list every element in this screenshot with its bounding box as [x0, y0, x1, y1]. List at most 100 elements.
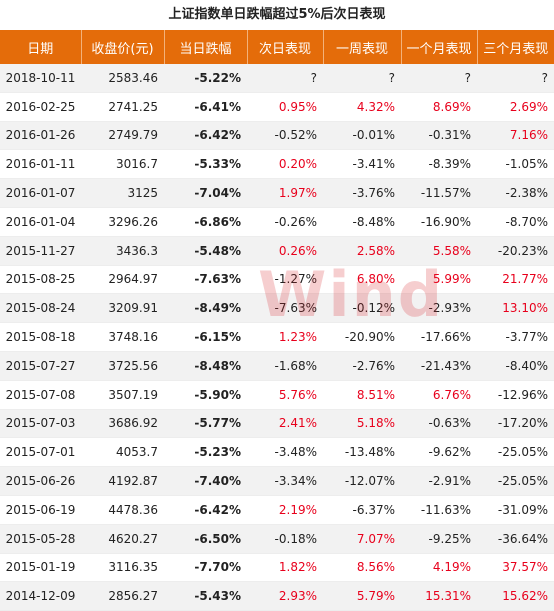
next-day-cell: -0.52% [247, 121, 323, 151]
column-header-one-week: 一周表现 [323, 30, 402, 64]
one-week-cell: -0.12% [323, 293, 401, 324]
one-week-cell: 8.51% [323, 380, 401, 410]
next-day-cell: -0.18% [247, 524, 323, 554]
data-table: 日期 收盘价(元) 当日跌幅 次日表现 一周表现 一个月表现 三个月表现 201… [0, 30, 554, 611]
one-month-cell: -21.43% [401, 351, 477, 381]
day-drop-cell: -5.23% [164, 437, 247, 468]
close-cell: 3507.19 [81, 380, 164, 410]
day-drop-cell: -7.04% [164, 178, 247, 208]
next-day-cell: 1.23% [247, 322, 323, 352]
one-week-cell: 5.18% [323, 409, 401, 439]
day-drop-cell: -8.48% [164, 351, 247, 381]
three-months-cell: -3.77% [477, 322, 554, 352]
date-cell: 2015-07-27 [0, 351, 81, 381]
date-cell: 2015-08-25 [0, 265, 81, 295]
header-row: 日期 收盘价(元) 当日跌幅 次日表现 一周表现 一个月表现 三个月表现 [0, 30, 554, 64]
date-cell: 2015-07-03 [0, 409, 81, 439]
next-day-cell: 0.26% [247, 236, 323, 266]
day-drop-cell: -5.48% [164, 236, 247, 266]
date-cell: 2016-01-07 [0, 178, 81, 208]
date-cell: 2015-07-08 [0, 380, 81, 410]
next-day-cell: 2.19% [247, 495, 323, 525]
table-row: 2015-07-08 3507.19 -5.90% 5.76% 8.51% 6.76% -1… [0, 380, 554, 410]
close-cell: 4192.87 [81, 466, 164, 496]
three-months-cell: -12.96% [477, 380, 554, 410]
one-month-cell: -9.62% [401, 437, 477, 468]
one-week-cell: ? [323, 64, 401, 93]
three-months-cell: 21.77% [477, 265, 554, 295]
three-months-cell: -25.05% [477, 466, 554, 496]
three-months-cell: 2.69% [477, 92, 554, 122]
one-week-cell: -0.01% [323, 121, 401, 151]
day-drop-cell: -7.40% [164, 466, 247, 496]
table-row: 2015-07-03 3686.92 -5.77% 2.41% 5.18% -0.63% -… [0, 409, 554, 439]
date-cell: 2016-02-25 [0, 92, 81, 122]
table-row: 2016-01-26 2749.79 -6.42% -0.52% -0.01% -0.31… [0, 121, 554, 151]
one-month-cell: -9.25% [401, 524, 477, 554]
table-row: 2015-06-26 4192.87 -7.40% -3.34% -12.07% -2.9… [0, 466, 554, 496]
table-row: 2016-01-11 3016.7 -5.33% 0.20% -3.41% -8.39% -… [0, 149, 554, 180]
day-drop-cell: -7.70% [164, 553, 247, 583]
table-row: 2015-06-19 4478.36 -6.42% 2.19% -6.37% -11.63… [0, 495, 554, 525]
one-week-cell: -12.07% [323, 466, 401, 496]
one-week-cell: 4.32% [323, 92, 401, 122]
one-month-cell: 6.76% [401, 380, 477, 410]
column-header-date: 日期 [0, 30, 82, 64]
three-months-cell: -31.09% [477, 495, 554, 525]
one-month-cell: -16.90% [401, 207, 477, 237]
date-cell: 2016-01-26 [0, 121, 81, 151]
date-cell: 2015-08-18 [0, 322, 81, 352]
column-header-next-day: 次日表现 [247, 30, 324, 64]
one-month-cell: 5.99% [401, 265, 477, 295]
three-months-cell: -17.20% [477, 409, 554, 439]
next-day-cell: 2.41% [247, 409, 323, 439]
table-row: 2015-01-19 3116.35 -7.70% 1.82% 8.56% 4.19% 37… [0, 553, 554, 583]
one-month-cell: -11.63% [401, 495, 477, 525]
day-drop-cell: -6.50% [164, 524, 247, 554]
close-cell: 3748.16 [81, 322, 164, 352]
one-month-cell: -0.31% [401, 121, 477, 151]
one-week-cell: -3.41% [323, 149, 401, 180]
table-row: 2016-01-04 3296.26 -6.86% -0.26% -8.48% -16.9… [0, 207, 554, 237]
table-row: 2015-08-24 3209.91 -8.49% -7.63% -0.12% -2.93… [0, 293, 554, 324]
day-drop-cell: -5.22% [164, 64, 247, 93]
day-drop-cell: -6.42% [164, 495, 247, 525]
one-month-cell: -0.63% [401, 409, 477, 439]
next-day-cell: 5.76% [247, 380, 323, 410]
table-row: 2018-10-11 2583.46 -5.22%???? [0, 64, 554, 93]
one-week-cell: -8.48% [323, 207, 401, 237]
table-row: 2015-05-28 4620.27 -6.50% -0.18% 7.07% -9.25%… [0, 524, 554, 554]
column-header-day-drop: 当日跌幅 [164, 30, 248, 64]
next-day-cell: 1.97% [247, 178, 323, 208]
next-day-cell: -7.63% [247, 293, 323, 324]
one-week-cell: 7.07% [323, 524, 401, 554]
close-cell: 3725.56 [81, 351, 164, 381]
one-month-cell: 5.58% [401, 236, 477, 266]
one-month-cell: -2.93% [401, 293, 477, 324]
date-cell: 2016-01-04 [0, 207, 81, 237]
next-day-cell: ? [247, 64, 323, 93]
next-day-cell: 0.20% [247, 149, 323, 180]
table-title: 上证指数单日跌幅超过5%后次日表现 [168, 7, 386, 22]
day-drop-cell: -5.90% [164, 380, 247, 410]
one-month-cell: ? [401, 64, 477, 93]
one-month-cell: 8.69% [401, 92, 477, 122]
one-week-cell: -2.76% [323, 351, 401, 381]
close-cell: 4053.7 [81, 437, 164, 468]
close-cell: 4620.27 [81, 524, 164, 554]
three-months-cell: 7.16% [477, 121, 554, 151]
date-cell: 2015-06-26 [0, 466, 81, 496]
date-cell: 2015-05-28 [0, 524, 81, 554]
close-cell: 3296.26 [81, 207, 164, 237]
three-months-cell: 13.10% [477, 293, 554, 324]
table-row: 2015-07-01 4053.7 -5.23% -3.48% -13.48% -9.62… [0, 437, 554, 468]
close-cell: 3125 [81, 178, 164, 208]
date-cell: 2015-01-19 [0, 553, 81, 583]
close-cell: 2583.46 [81, 64, 164, 93]
close-cell: 3209.91 [81, 293, 164, 324]
one-month-cell: -8.39% [401, 149, 477, 180]
day-drop-cell: -6.86% [164, 207, 247, 237]
column-header-close: 收盘价(元) [81, 30, 165, 64]
table-row: 2015-07-27 3725.56 -8.48% -1.68% -2.76% -21.4… [0, 351, 554, 381]
one-week-cell: 5.79% [323, 581, 401, 611]
